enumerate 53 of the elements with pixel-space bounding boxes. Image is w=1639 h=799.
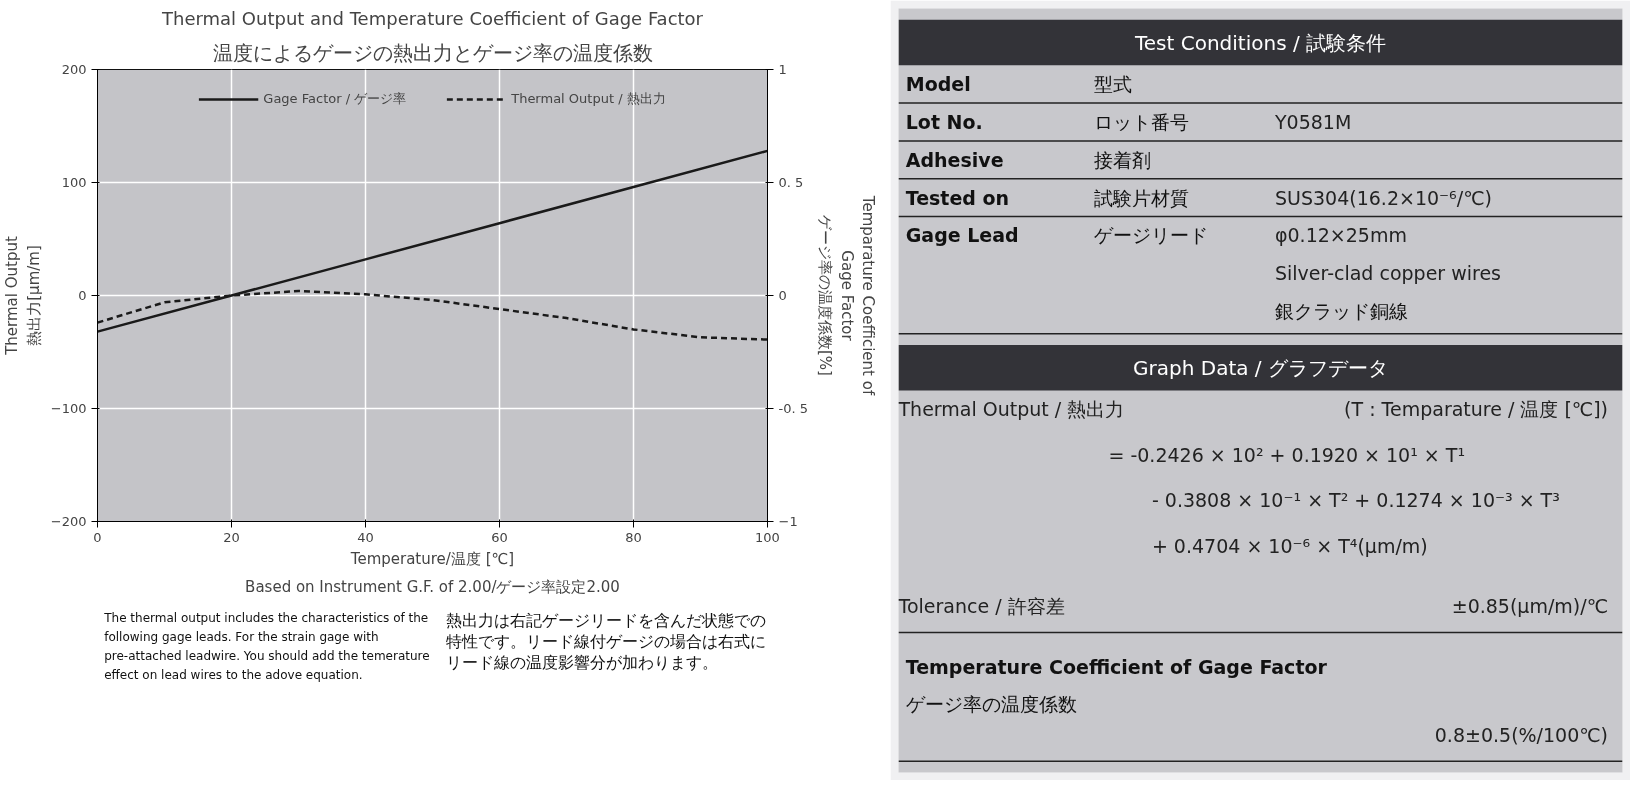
y-tick-label: 100 <box>61 175 87 190</box>
legend-label: Thermal Output / 熱出力 <box>511 90 666 108</box>
y2-axis-title: Temparature Coefficient of Gage Factor ゲージ率の温度係数[%] <box>816 194 878 396</box>
text: 型式 <box>1093 73 1132 96</box>
text: = -0.2426 × 10² + 0.1920 × 10¹ × T¹ <box>1108 443 1466 466</box>
y2-tick-label: −1 <box>778 514 798 529</box>
y-tick-label: 0 <box>78 288 87 303</box>
text: 銀クラッド銅線 <box>1274 300 1408 323</box>
text: Graph Data / グラフデータ <box>1133 355 1388 380</box>
x-tick-label: 80 <box>625 529 642 545</box>
text: (T : Temparature / 温度 [℃]) <box>1344 398 1609 421</box>
text: Tested on <box>905 186 1010 209</box>
x-tick-label: 20 <box>223 529 240 545</box>
x-tick-label: 40 <box>357 529 374 545</box>
text: Model <box>905 73 971 96</box>
x-tick-label: 100 <box>755 529 780 545</box>
text: 接着剤 <box>1093 148 1151 171</box>
y-tick-label: 200 <box>61 62 87 77</box>
text: 試験片材質 <box>1093 186 1189 209</box>
text: Y0581M <box>1273 110 1352 133</box>
y-tick-label: −100 <box>50 401 87 416</box>
text: ロット番号 <box>1093 110 1189 133</box>
y2-tick-label: -0. 5 <box>778 401 808 416</box>
text: 0.8±0.5(%/100℃) <box>1434 723 1609 746</box>
text: Thermal Output / 熱出力 <box>897 398 1125 421</box>
y-tick-label: −200 <box>50 514 87 529</box>
text: ゲージ率の温度係数 <box>905 693 1077 716</box>
text: Based on Instrument G.F. of 2.00/ゲージ率設定2.00 <box>245 577 620 596</box>
y2-tick-label: 1 <box>778 62 787 77</box>
text: + 0.4704 × 10⁻⁶ × T⁴(μm/m) <box>1151 534 1428 557</box>
text: SUS304(16.2×10⁻⁶/℃) <box>1274 186 1492 209</box>
legend-label: Gage Factor / ゲージ率 <box>263 90 407 108</box>
text: 熱出力は右記ゲージリードを含んだ状態での特性です。リード線付ゲージの場合は右式にリード線の温度影響分が加わります。 <box>445 610 766 672</box>
text: The thermal output includes the characteristics of the following gage leads. For the strain gage with pre-attached leadwire. You should add the temerature effect on lead wires to the adove equation. <box>103 610 430 682</box>
chart-subtitle: 温度によるゲージの熱出力とゲージ率の温度係数 <box>212 40 653 65</box>
x-axis-title: Temperature/温度 [℃] <box>349 549 515 568</box>
text: Test Conditions / 試験条件 <box>1133 30 1387 55</box>
text: φ0.12×25mm <box>1274 224 1407 247</box>
chart-title: Thermal Output and Temperature Coefficient of Gage Factor <box>160 7 704 29</box>
text: ゲージリード <box>1093 224 1208 247</box>
text: Tolerance / 許容差 <box>897 595 1065 618</box>
y2-tick-label: 0. 5 <box>778 175 804 190</box>
text: Gage Lead <box>905 224 1019 247</box>
text: Temperature Coefficient of Gage Factor <box>905 655 1328 678</box>
y-axis-title: Thermal Output 熱出力[μm/m] <box>3 236 43 356</box>
text: - 0.3808 × 10⁻¹ × T² + 0.1274 × 10⁻³ × T³ <box>1151 489 1560 512</box>
x-tick-label: 0 <box>93 529 102 545</box>
y2-tick-label: 0 <box>778 288 787 303</box>
x-tick-label: 60 <box>491 529 508 545</box>
text: Adhesive <box>905 148 1004 171</box>
text: ±0.85(μm/m)/℃ <box>1451 595 1609 618</box>
text: Lot No. <box>905 110 983 133</box>
text: Silver-clad copper wires <box>1274 262 1501 285</box>
